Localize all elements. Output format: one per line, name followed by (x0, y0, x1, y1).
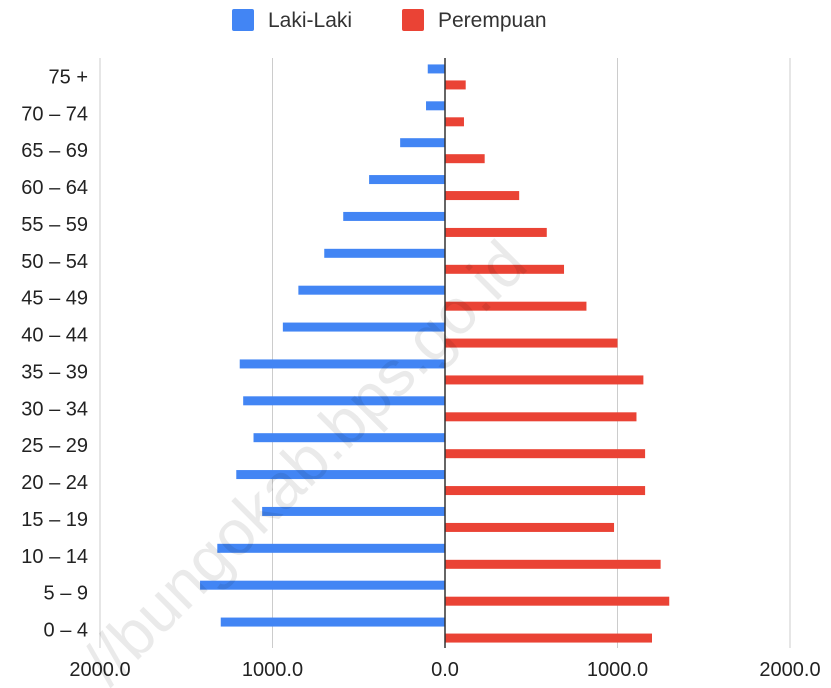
bar-female-1 (445, 596, 670, 606)
bar-female-6 (445, 412, 637, 422)
legend-label-1: Perempuan (438, 9, 547, 32)
bar-female-9 (445, 301, 587, 311)
x-tick-label-2: 0.0 (431, 659, 459, 681)
bar-male-8 (282, 322, 445, 332)
y-tick-label-5: 25 – 29 (21, 435, 88, 457)
y-tick-label-13: 65 – 69 (21, 140, 88, 162)
bar-female-3 (445, 522, 615, 532)
y-tick-label-4: 20 – 24 (21, 472, 88, 494)
bar-male-6 (243, 396, 445, 406)
bar-female-0 (445, 633, 652, 643)
bar-male-11 (343, 211, 445, 221)
y-tick-label-10: 50 – 54 (21, 251, 88, 273)
bar-male-4 (236, 470, 445, 480)
bar-female-8 (445, 338, 618, 348)
bar-female-5 (445, 449, 646, 459)
y-tick-label-15: 75 + (49, 66, 88, 88)
bar-female-7 (445, 375, 644, 385)
bar-male-14 (426, 101, 445, 111)
y-tick-label-1: 5 – 9 (44, 583, 88, 605)
bar-male-9 (298, 285, 445, 295)
y-tick-label-9: 45 – 49 (21, 288, 88, 310)
bar-male-7 (239, 359, 445, 369)
legend-swatch-1 (402, 9, 424, 31)
bar-female-15 (445, 80, 466, 90)
y-tick-label-7: 35 – 39 (21, 361, 88, 383)
x-tick-label-1: 1000.0 (242, 659, 303, 681)
bar-female-10 (445, 264, 565, 274)
y-tick-label-3: 15 – 19 (21, 509, 88, 531)
bar-female-2 (445, 559, 661, 569)
bar-female-13 (445, 154, 485, 164)
bar-male-13 (400, 138, 445, 148)
chart-bars (200, 58, 670, 648)
y-tick-label-12: 60 – 64 (21, 177, 88, 199)
bar-male-3 (262, 506, 445, 516)
bar-female-4 (445, 486, 646, 496)
bar-female-14 (445, 117, 464, 127)
bar-male-15 (427, 64, 445, 74)
bar-male-2 (217, 543, 445, 553)
y-tick-label-0: 0 – 4 (44, 620, 88, 642)
legend-swatch-0 (232, 9, 254, 31)
bar-male-10 (324, 248, 445, 258)
bar-male-12 (369, 175, 445, 185)
y-tick-label-2: 10 – 14 (21, 546, 88, 568)
y-tick-label-14: 70 – 74 (21, 103, 88, 125)
bar-female-12 (445, 191, 520, 201)
bar-male-5 (253, 433, 445, 443)
bar-female-11 (445, 227, 547, 237)
x-tick-label-0: 2000.0 (69, 659, 130, 681)
legend-label-0: Laki-Laki (268, 9, 352, 32)
x-tick-label-3: 1000.0 (587, 659, 648, 681)
y-tick-label-11: 55 – 59 (21, 214, 88, 236)
y-tick-label-8: 40 – 44 (21, 325, 88, 347)
x-axis-labels: 2000.0 1000.0 0.0 1000.0 2000.0 (69, 659, 820, 681)
y-axis-labels: 0 – 4 5 – 9 10 – 14 15 – 19 20 – 24 25 – 29 30… (21, 66, 88, 641)
y-tick-label-6: 30 – 34 (21, 398, 88, 420)
bar-male-0 (220, 617, 445, 627)
x-tick-label-4: 2000.0 (759, 659, 820, 681)
chart-legend: Laki-Laki Perempuan (232, 9, 547, 32)
bar-male-1 (200, 580, 445, 590)
